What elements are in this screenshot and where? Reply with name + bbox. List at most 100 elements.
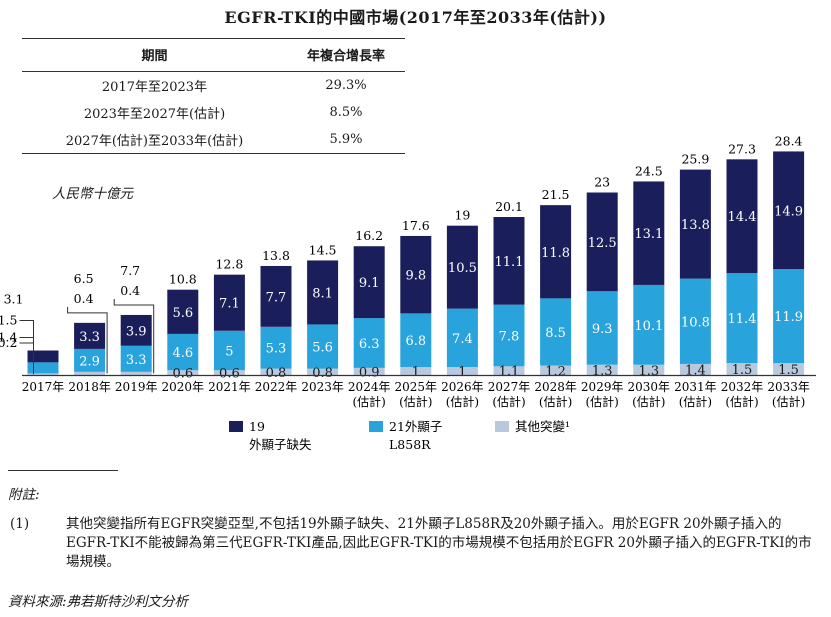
bar-segment bbox=[260, 368, 292, 375]
legend-swatch bbox=[369, 421, 383, 432]
bar-segment bbox=[726, 159, 758, 274]
bar-segment bbox=[586, 192, 618, 292]
segment-label: 5.6 bbox=[312, 341, 333, 356]
x-tick-sublabel: (估計) bbox=[679, 394, 712, 409]
bar-segment bbox=[446, 308, 478, 368]
segment-label: 1.5 bbox=[0, 313, 18, 328]
legend-label: 19 bbox=[249, 419, 265, 434]
total-label: 25.9 bbox=[681, 152, 709, 167]
table-row: 2017年至2023年 29.3% bbox=[22, 72, 405, 100]
x-tick-label: 2020年 bbox=[162, 380, 205, 394]
segment-label: 5.3 bbox=[266, 342, 287, 357]
total-label: 19 bbox=[454, 208, 470, 223]
x-tick-sublabel: (估計) bbox=[492, 394, 525, 409]
bar-segment bbox=[307, 260, 339, 325]
total-label: 16.2 bbox=[355, 228, 383, 243]
source-text: 資料來源:弗若斯特沙利文分析 bbox=[8, 594, 189, 610]
bar-segment bbox=[307, 368, 339, 375]
bar-segment bbox=[540, 365, 572, 375]
segment-label: 1.5 bbox=[778, 363, 799, 378]
segment-label: 13.8 bbox=[681, 218, 710, 233]
leader-line bbox=[67, 306, 108, 374]
x-tick-label: 2026年 bbox=[441, 380, 484, 394]
x-tick-label: 2019年 bbox=[115, 380, 158, 394]
bar-segment bbox=[213, 370, 245, 375]
x-tick-sublabel: (估計) bbox=[446, 394, 479, 409]
x-tick-label: 2033年 bbox=[767, 380, 810, 394]
segment-label: 1 bbox=[412, 365, 420, 380]
bar-segment bbox=[260, 265, 292, 327]
segment-label: 1.5 bbox=[732, 363, 753, 378]
segment-label: 12.5 bbox=[588, 236, 617, 251]
x-tick-sublabel: (估計) bbox=[399, 394, 432, 409]
total-label: 21.5 bbox=[542, 187, 570, 202]
table-row: 2023年至2027年(估計) 8.5% bbox=[22, 99, 405, 126]
bar-segment bbox=[773, 269, 805, 364]
bar-segment bbox=[773, 363, 805, 375]
footnote-divider bbox=[8, 470, 118, 471]
bar-segment bbox=[679, 278, 711, 364]
segment-label: 9.3 bbox=[592, 322, 613, 337]
table-row: 2027年(估計)至2033年(估計) 5.9% bbox=[22, 126, 405, 154]
segment-label: 3.3 bbox=[79, 330, 100, 345]
segment-label: 1.4 bbox=[685, 363, 706, 378]
bar-segment bbox=[493, 366, 525, 375]
cagr-header-period: 期間 bbox=[22, 38, 287, 72]
total-label: 28.4 bbox=[775, 133, 803, 148]
legend-swatch bbox=[229, 421, 243, 432]
segment-label: 0.6 bbox=[219, 367, 240, 382]
x-tick-sublabel: (估計) bbox=[725, 394, 758, 409]
bar-segment bbox=[540, 205, 572, 299]
x-tick-sublabel: (估計) bbox=[353, 394, 386, 409]
total-label: 6.5 bbox=[74, 271, 94, 286]
segment-label: 7.7 bbox=[266, 290, 287, 305]
stacked-bar-chart: 3.11.51.40.22017年6.50.43.32.92018年7.70.4… bbox=[0, 133, 816, 452]
segment-label: 5 bbox=[225, 345, 233, 360]
chart-title: EGFR-TKI的中國市場(2017年至2033年(估計)) bbox=[224, 8, 607, 27]
legend-label: 外顯子缺失 bbox=[249, 437, 312, 452]
cagr-period: 2027年(估計)至2033年(估計) bbox=[22, 126, 287, 154]
bar-segment bbox=[400, 235, 432, 314]
bar-segment bbox=[446, 225, 478, 309]
total-label: 14.5 bbox=[309, 242, 337, 257]
bar-segment bbox=[446, 367, 478, 375]
x-tick-label: 2029年 bbox=[581, 380, 624, 394]
total-label: 13.8 bbox=[262, 248, 290, 263]
segment-label: 11.8 bbox=[541, 246, 570, 261]
bar-segment bbox=[353, 367, 385, 375]
note-text: 其他突變指所有EGFR突變亞型,不包括19外顯子缺失、21外顯子L858R及20… bbox=[66, 516, 812, 570]
segment-label: 0.4 bbox=[74, 291, 94, 306]
segment-label: 11.9 bbox=[774, 310, 803, 325]
bar-segment bbox=[120, 371, 152, 375]
segment-label: 1.2 bbox=[545, 364, 566, 379]
segment-label: 1.4 bbox=[0, 330, 18, 345]
bar-segment bbox=[307, 324, 339, 369]
x-tick-label: 2022年 bbox=[255, 380, 298, 394]
bar-segment bbox=[633, 364, 665, 375]
total-label: 27.3 bbox=[728, 141, 756, 156]
total-label: 17.6 bbox=[402, 218, 430, 233]
legend-swatch bbox=[495, 421, 509, 432]
bar-segment bbox=[74, 322, 106, 349]
bar-segment bbox=[540, 298, 572, 366]
segment-label: 0.4 bbox=[120, 283, 140, 298]
bar-segment bbox=[726, 363, 758, 375]
bar-segment bbox=[493, 217, 525, 305]
segment-label: 3.9 bbox=[126, 324, 147, 339]
segment-label: 14.4 bbox=[728, 210, 757, 225]
segment-label: 10.8 bbox=[681, 315, 710, 330]
segment-label: 5.6 bbox=[172, 306, 193, 321]
total-label: 23 bbox=[594, 175, 610, 190]
bar-segment bbox=[167, 289, 199, 334]
bar-segment bbox=[120, 314, 152, 346]
segment-label: 0.8 bbox=[266, 366, 287, 381]
segment-label: 0.2 bbox=[0, 335, 18, 350]
bar-segment bbox=[586, 291, 618, 365]
total-label: 3.1 bbox=[4, 292, 24, 307]
segment-label: 9.8 bbox=[405, 269, 426, 284]
bar-segment bbox=[167, 333, 199, 371]
bar-segment bbox=[260, 326, 292, 369]
total-label: 24.5 bbox=[635, 163, 663, 178]
note-marker: (1) bbox=[10, 516, 30, 532]
x-tick-label: 2030年 bbox=[628, 380, 671, 394]
